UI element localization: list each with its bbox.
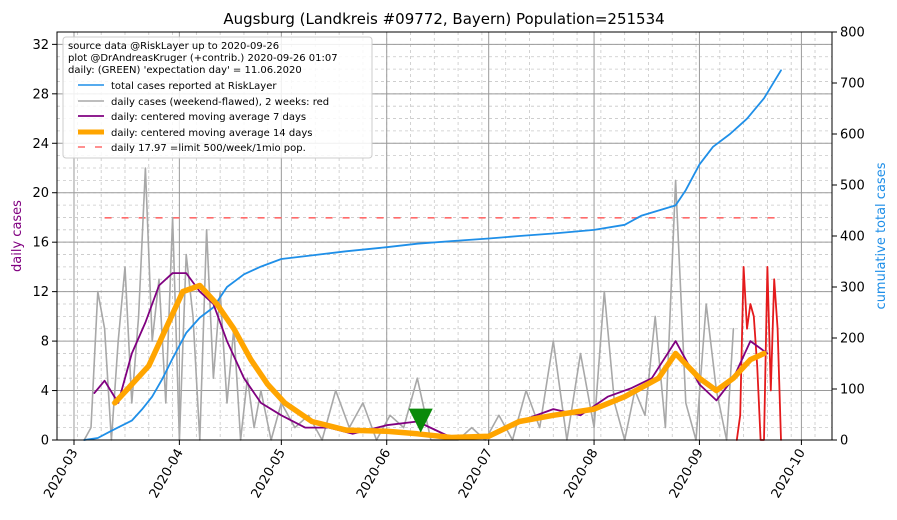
legend: source data @RiskLayer up to 2020-09-26 … xyxy=(62,36,373,159)
legend-entry-total: total cases reported at RiskLayer xyxy=(111,81,277,92)
y-tick-label-right: 700 xyxy=(840,77,865,92)
legend-entry-limit: daily 17.97 =limit 500/week/1mio pop. xyxy=(111,143,306,154)
y-tick-label-right: 800 xyxy=(840,26,865,41)
y-tick-label-left: 28 xyxy=(32,87,49,102)
y-tick-label-left: 32 xyxy=(32,38,49,53)
y-tick-label-right: 500 xyxy=(840,179,865,194)
chart-title: Augsburg (Landkreis #09772, Bayern) Popu… xyxy=(223,10,664,28)
y-tick-label-left: 4 xyxy=(41,384,49,399)
series-layer xyxy=(83,69,785,441)
y-tick-label-right: 0 xyxy=(840,434,848,449)
y-tick-label-right: 400 xyxy=(840,230,865,245)
legend-info-line: plot @DrAndreasKruger (+contrib.) 2020-0… xyxy=(68,53,338,64)
legend-entry-ma14: daily: centered moving average 14 days xyxy=(111,128,312,139)
series-line-total xyxy=(83,69,782,441)
legend-info-line: source data @RiskLayer up to 2020-09-26 xyxy=(68,41,279,52)
legend-entry-daily: daily cases (weekend-flawed), 2 weeks: r… xyxy=(111,97,329,108)
legend-info-line: daily: (GREEN) 'expectation day' = 11.06… xyxy=(68,65,302,76)
y-axis-right-label: cumulative total cases xyxy=(874,162,889,309)
y-tick-label-left: 8 xyxy=(41,335,49,350)
legend-entry-ma7: daily: centered moving average 7 days xyxy=(111,112,306,123)
legend-box xyxy=(62,36,373,159)
y-tick-label-left: 20 xyxy=(32,186,49,201)
y-tick-label-left: 16 xyxy=(32,236,49,251)
y-tick-label-left: 12 xyxy=(32,285,49,300)
y-tick-label-right: 300 xyxy=(840,281,865,296)
series-line-daily-recent xyxy=(735,265,782,441)
y-tick-label-left: 0 xyxy=(41,434,49,449)
series-line-ma7 xyxy=(93,272,769,439)
y-tick-label-right: 200 xyxy=(840,332,865,347)
y-tick-label-right: 100 xyxy=(840,383,865,398)
series-line-ma14 xyxy=(112,282,767,441)
expectation-day-marker xyxy=(408,408,433,433)
y-tick-label-left: 24 xyxy=(32,137,49,152)
y-axis-left-label: daily cases xyxy=(10,200,25,272)
y-tick-label-right: 600 xyxy=(840,128,865,143)
